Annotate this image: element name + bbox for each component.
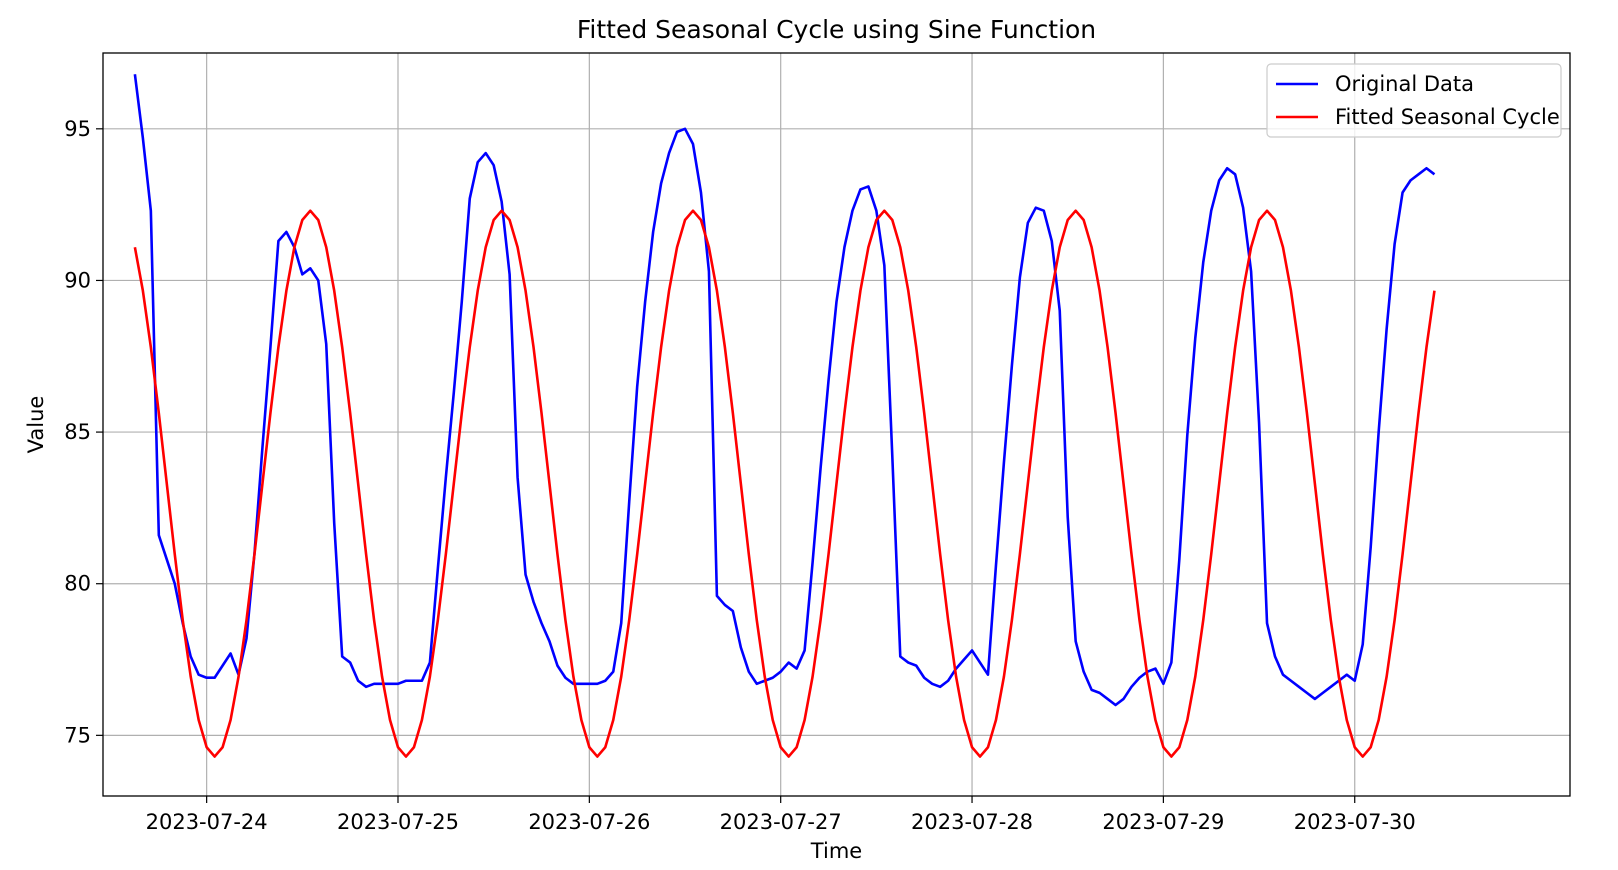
x-tick-label: 2023-07-29	[1102, 810, 1224, 834]
legend-label-fitted-seasonal-cycle: Fitted Seasonal Cycle	[1335, 105, 1560, 129]
legend: Original Data Fitted Seasonal Cycle	[1266, 63, 1562, 138]
y-axis-label: Value	[24, 396, 48, 454]
y-axis-ticks: 75 80 85 90 95	[64, 117, 103, 747]
y-tick-label: 85	[64, 420, 91, 444]
x-tick-label: 2023-07-30	[1294, 810, 1416, 834]
x-tick-label: 2023-07-26	[528, 810, 650, 834]
series-line-fitted-seasonal-cycle	[133, 209, 1436, 758]
x-axis-label: Time	[810, 839, 862, 863]
chart-title: Fitted Seasonal Cycle using Sine Functio…	[577, 15, 1096, 44]
legend-box	[1266, 63, 1562, 138]
series-lines	[133, 74, 1436, 758]
y-tick-label: 80	[64, 572, 91, 596]
y-tick-label: 95	[64, 117, 91, 141]
x-tick-label: 2023-07-28	[911, 810, 1033, 834]
x-tick-label: 2023-07-27	[720, 810, 842, 834]
y-tick-label: 90	[64, 268, 91, 292]
x-tick-label: 2023-07-25	[337, 810, 459, 834]
x-tick-label: 2023-07-24	[146, 810, 268, 834]
x-axis-ticks: 2023-07-24 2023-07-25 2023-07-26 2023-07-27…	[146, 796, 1416, 834]
series-line-original-data	[133, 74, 1436, 707]
legend-label-original-data: Original Data	[1335, 72, 1474, 96]
y-tick-label: 75	[64, 723, 91, 747]
gridlines	[103, 53, 1570, 796]
plot-area-frame	[102, 52, 1571, 797]
